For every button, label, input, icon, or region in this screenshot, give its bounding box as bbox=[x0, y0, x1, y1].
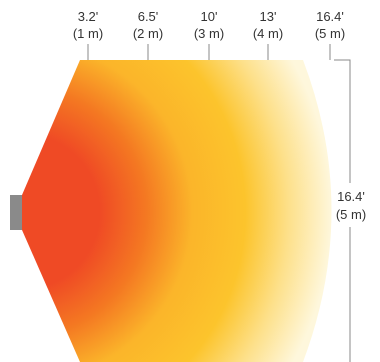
scale-feet-label: 10' bbox=[201, 9, 218, 24]
scale-meters-label: (1 m) bbox=[73, 26, 103, 41]
scale-marker-5m: 16.4' (5 m) bbox=[315, 9, 345, 60]
scale-marker-1m: 3.2' (1 m) bbox=[73, 9, 103, 60]
scale-feet-label: 3.2' bbox=[78, 9, 99, 24]
scale-meters-label: (4 m) bbox=[253, 26, 283, 41]
scale-feet-label: 16.4' bbox=[316, 9, 344, 24]
side-dimension: 16.4' (5 m) bbox=[333, 59, 369, 362]
heater-unit bbox=[10, 195, 22, 230]
scale-marker-2m: 6.5' (2 m) bbox=[133, 9, 163, 60]
scale-meters-label: (5 m) bbox=[315, 26, 345, 41]
scale-meters-label: (2 m) bbox=[133, 26, 163, 41]
scale-marker-4m: 13' (4 m) bbox=[253, 9, 283, 60]
side-feet-label: 16.4' bbox=[337, 189, 365, 204]
side-meters-label: (5 m) bbox=[336, 207, 366, 222]
side-dimension-bracket bbox=[334, 59, 351, 362]
scale-feet-label: 6.5' bbox=[138, 9, 159, 24]
scale-feet-label: 13' bbox=[260, 9, 277, 24]
top-distance-scale: 3.2' (1 m) 6.5' (2 m) 10' (3 m) 13' (4 m… bbox=[73, 9, 345, 60]
heat-coverage-area bbox=[22, 60, 332, 362]
scale-marker-3m: 10' (3 m) bbox=[194, 9, 224, 60]
scale-meters-label: (3 m) bbox=[194, 26, 224, 41]
side-label-backdrop bbox=[333, 183, 369, 227]
